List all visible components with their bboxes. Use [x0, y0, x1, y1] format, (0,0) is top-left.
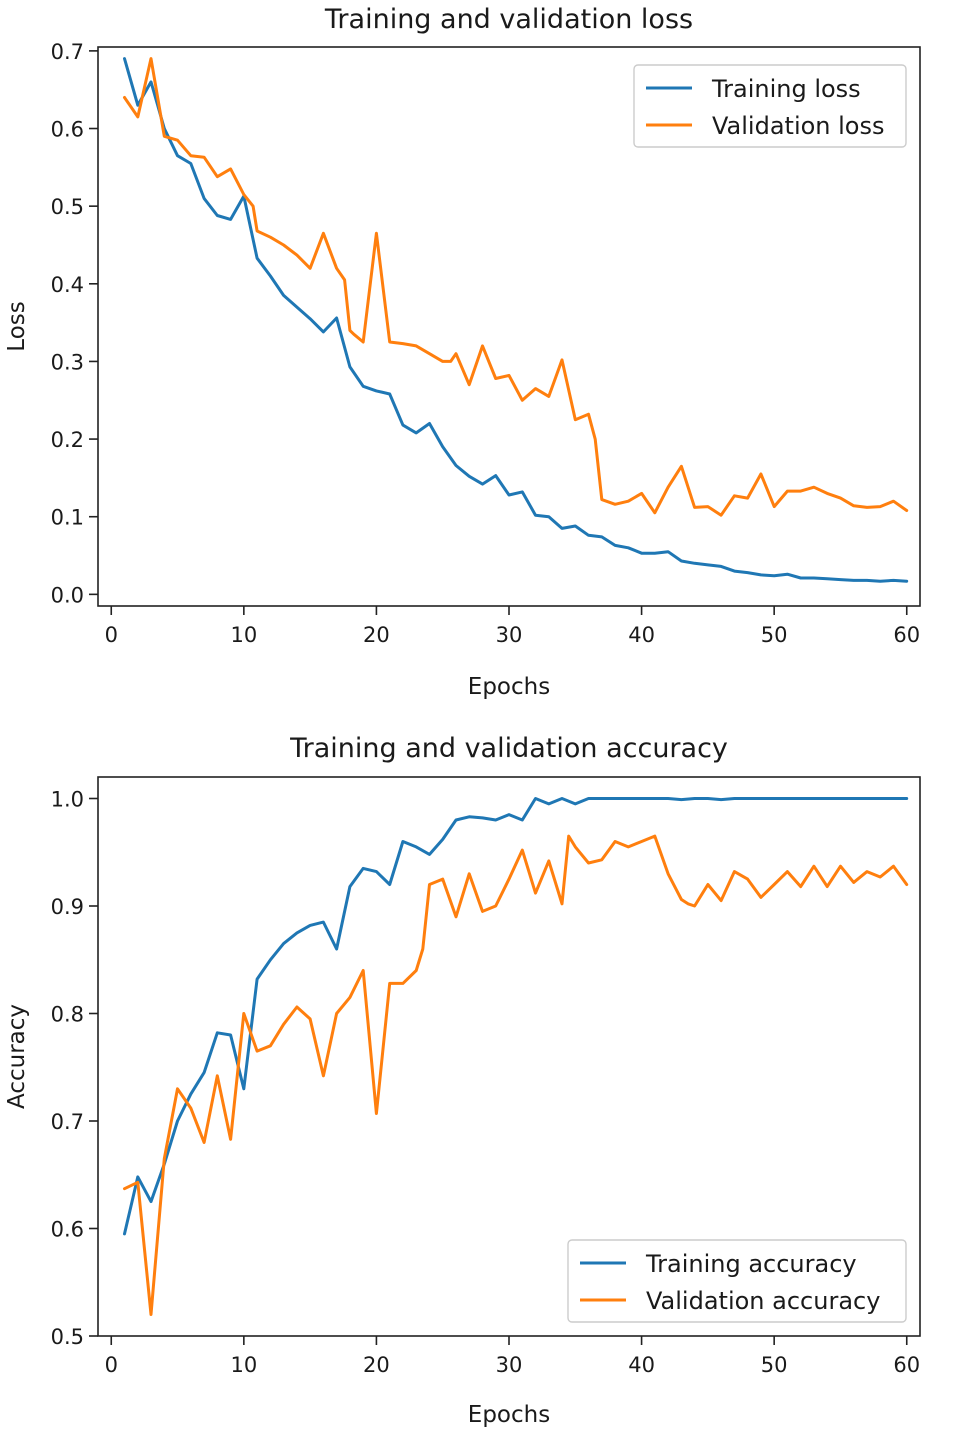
- x-tick-label: 30: [496, 1353, 523, 1377]
- x-tick-label: 10: [230, 623, 257, 647]
- legend: Training loss Validation loss: [633, 64, 907, 148]
- legend-label: Validation accuracy: [646, 1287, 880, 1315]
- y-tick-label: 0.5: [51, 1325, 84, 1349]
- y-tick-label: 0.4: [51, 273, 84, 297]
- y-tick-label: 0.9: [51, 895, 84, 919]
- y-tick-label: 1.0: [51, 788, 84, 812]
- chart-0: Training and validation loss 0 10 20 30 40 50 6…: [4, 4, 921, 700]
- x-tick-label: 60: [893, 1353, 920, 1377]
- x-tick-label: 40: [628, 1353, 655, 1377]
- x-tick-label: 40: [628, 623, 655, 647]
- x-tick-label: 0: [105, 623, 118, 647]
- y-tick-label: 0.7: [51, 1110, 84, 1134]
- y-tick-label: 0.3: [51, 350, 84, 374]
- x-tick-label: 50: [761, 623, 788, 647]
- series-line-validation-accuracy: [123, 834, 909, 1316]
- x-axis-label: Epochs: [468, 674, 550, 700]
- x-tick-label: 10: [230, 1353, 257, 1377]
- y-axis-label: Accuracy: [4, 1004, 30, 1109]
- y-tick-label: 0.0: [51, 583, 84, 607]
- legend-label: Training accuracy: [645, 1250, 857, 1278]
- series-line-validation-loss: [123, 57, 909, 517]
- series-line-training-accuracy: [123, 797, 909, 1236]
- chart-title: Training and validation accuracy: [289, 733, 728, 764]
- y-tick-label: 0.6: [51, 1218, 84, 1242]
- x-tick-label: 60: [893, 623, 920, 647]
- legend-box: [633, 64, 907, 148]
- y-tick-label: 0.1: [51, 506, 84, 530]
- y-tick-label: 0.8: [51, 1003, 84, 1027]
- chart-title: Training and validation loss: [324, 4, 693, 35]
- legend: Training accuracy Validation accuracy: [567, 1239, 907, 1323]
- x-tick-label: 20: [363, 1353, 390, 1377]
- legend-box: [567, 1239, 907, 1323]
- y-tick-label: 0.5: [51, 195, 84, 219]
- y-tick-label: 0.6: [51, 118, 84, 142]
- series-line-training-loss: [123, 57, 909, 583]
- y-tick-label: 0.2: [51, 428, 84, 452]
- y-tick-label: 0.7: [51, 40, 84, 64]
- x-tick-label: 30: [496, 623, 523, 647]
- x-axis-label: Epochs: [468, 1402, 550, 1428]
- x-tick-label: 50: [761, 1353, 788, 1377]
- x-tick-label: 20: [363, 623, 390, 647]
- x-tick-label: 0: [105, 1353, 118, 1377]
- y-axis-label: Loss: [4, 301, 30, 351]
- legend-label: Validation loss: [712, 112, 885, 140]
- chart-1: Training and validation accuracy 0 10 20 30 4…: [4, 733, 921, 1428]
- legend-label: Training loss: [711, 75, 861, 103]
